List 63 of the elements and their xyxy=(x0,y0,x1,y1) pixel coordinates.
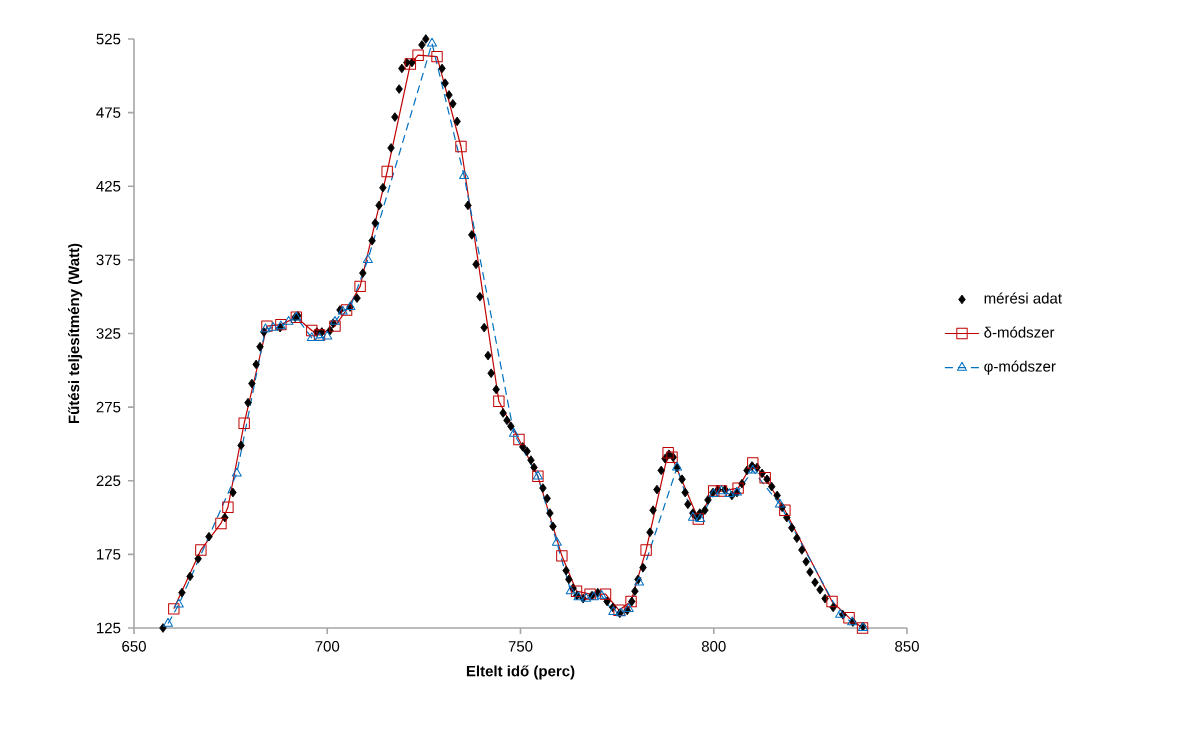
y-tick-label: 275 xyxy=(96,401,121,413)
point xyxy=(431,50,443,63)
point xyxy=(340,304,353,316)
point xyxy=(427,37,437,47)
point xyxy=(412,49,424,61)
point xyxy=(362,254,373,263)
point xyxy=(459,170,470,180)
point xyxy=(565,585,576,595)
y-tick-label: 125 xyxy=(97,622,121,634)
y-tick-label: 375 xyxy=(96,254,121,266)
point xyxy=(732,482,744,494)
legend-label: δ-módszer xyxy=(984,326,1055,338)
point xyxy=(747,457,759,469)
point xyxy=(599,588,612,600)
x-tick-label: 750 xyxy=(508,641,533,652)
y-tick-label: 325 xyxy=(96,328,121,339)
point xyxy=(570,585,583,597)
point xyxy=(608,606,619,615)
point xyxy=(238,417,250,430)
point xyxy=(640,544,652,556)
x-tick-label: 700 xyxy=(315,641,340,652)
point xyxy=(337,305,348,315)
point xyxy=(779,504,791,516)
point xyxy=(163,617,174,627)
y-tick-label: 225 xyxy=(96,475,121,487)
y-tick-label: 475 xyxy=(96,107,121,118)
x-axis-title: Eltelt idő (perc) xyxy=(466,665,575,680)
x-tick-label: 650 xyxy=(122,641,146,652)
point xyxy=(173,598,184,608)
point xyxy=(329,320,341,332)
point xyxy=(195,544,207,556)
point xyxy=(556,550,568,562)
point xyxy=(581,592,592,602)
y-axis-title: Fűtési teljesítmény (Watt) xyxy=(68,243,83,424)
point xyxy=(724,488,735,498)
legend-label: mérési adat xyxy=(984,292,1062,304)
point xyxy=(584,588,596,600)
point xyxy=(455,140,467,153)
point xyxy=(306,324,318,337)
legend-label: φ-módszer xyxy=(984,360,1056,375)
point xyxy=(835,609,846,618)
point xyxy=(381,165,393,178)
point xyxy=(493,395,505,407)
x-tick-label: 800 xyxy=(701,641,726,652)
point xyxy=(354,280,366,293)
point xyxy=(623,603,634,612)
y-tick-label: 525 xyxy=(96,33,121,45)
point xyxy=(513,433,525,446)
point xyxy=(222,501,234,513)
point xyxy=(215,517,227,530)
point xyxy=(306,332,317,342)
point xyxy=(268,321,279,331)
y-tick-label: 425 xyxy=(96,180,121,192)
x-tick-label: 850 xyxy=(895,641,919,652)
point xyxy=(551,536,562,546)
point xyxy=(283,316,294,325)
point xyxy=(596,589,607,599)
point xyxy=(231,467,242,477)
point xyxy=(843,611,855,624)
y-tick-label: 175 xyxy=(97,549,121,560)
point xyxy=(404,58,417,70)
point xyxy=(774,498,785,508)
point xyxy=(168,603,180,615)
